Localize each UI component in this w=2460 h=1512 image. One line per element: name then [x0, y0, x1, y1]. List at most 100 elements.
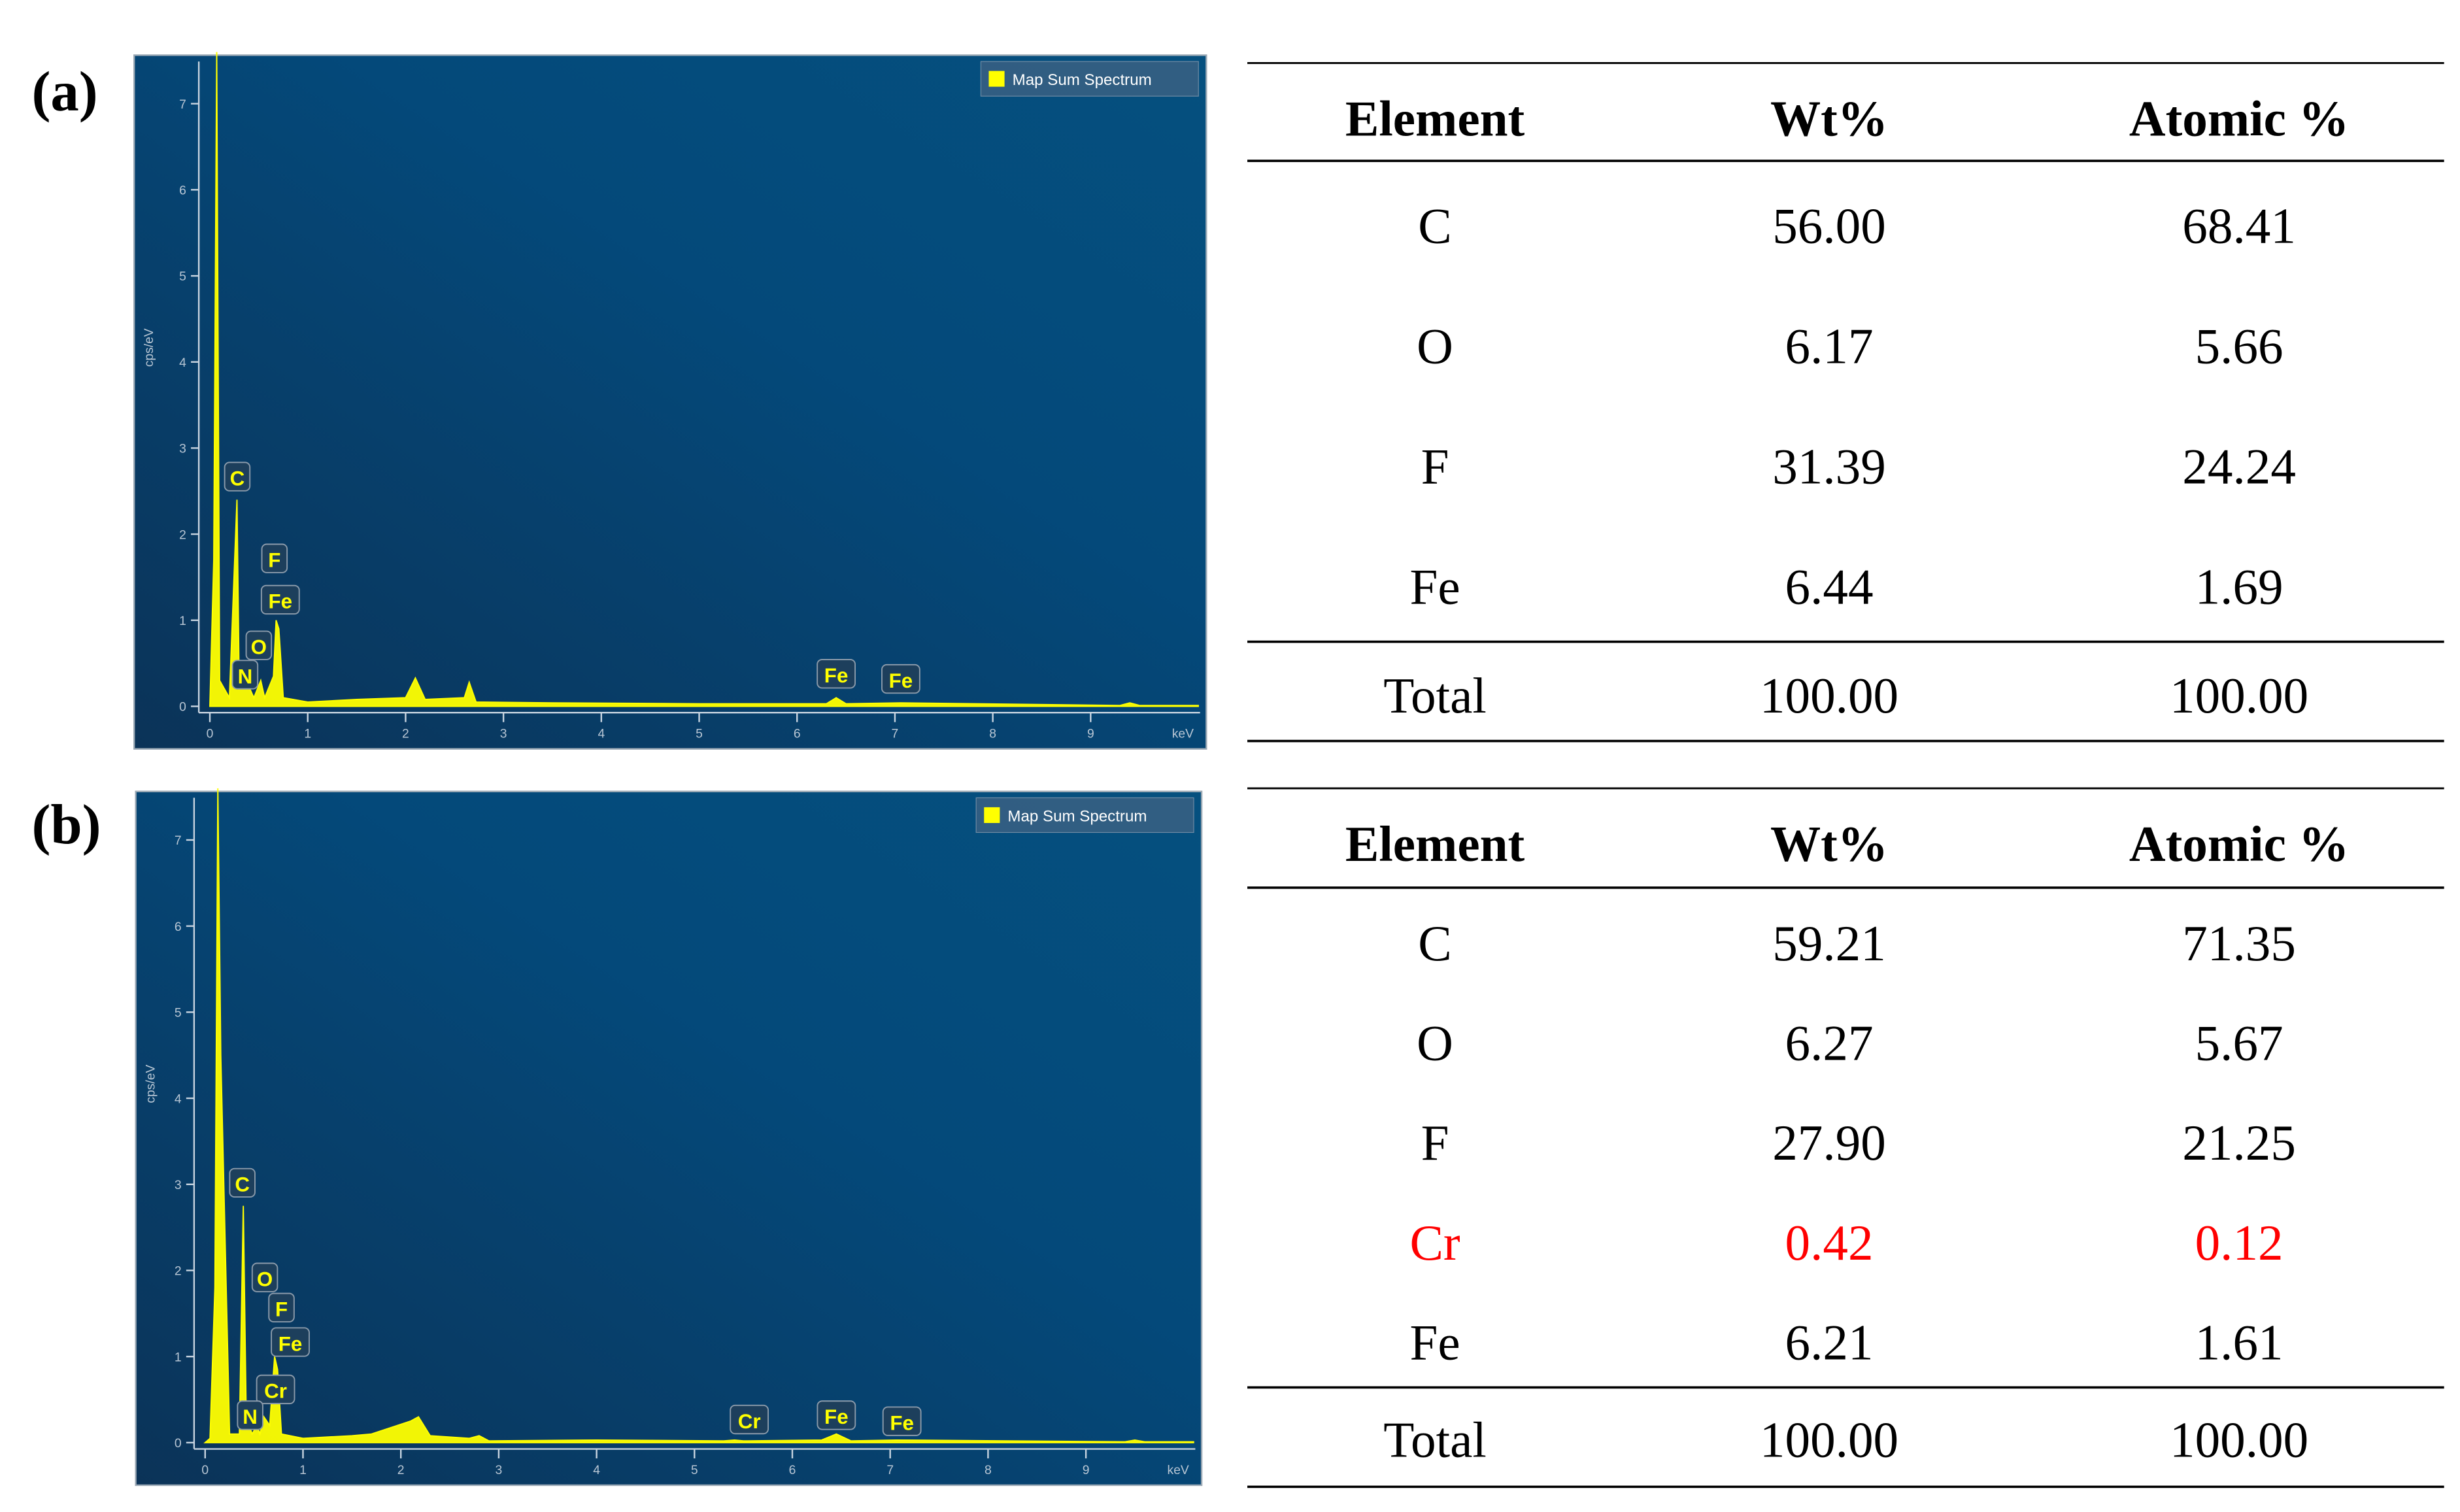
table-cell: O	[1417, 1015, 1453, 1071]
x-tick-label: 5	[691, 1464, 698, 1477]
table-cell: 0.12	[2195, 1215, 2283, 1271]
table-cell: C	[1418, 197, 1451, 254]
table-total: Total	[1383, 667, 1486, 724]
peak-label-box	[237, 1400, 263, 1430]
x-tick-label: 2	[402, 728, 409, 741]
x-tick-label: 4	[593, 1464, 600, 1477]
table-cell: 24.24	[2182, 438, 2296, 494]
peak-label-box	[817, 659, 856, 689]
y-axis-label: cps/eV	[143, 328, 156, 367]
table-cell: 59.21	[1772, 915, 1886, 971]
table-cell: 5.67	[2195, 1015, 2283, 1071]
table-cell: 1.69	[2195, 559, 2283, 615]
y-tick-label: 1	[179, 614, 186, 628]
x-tick-label: 8	[989, 728, 996, 741]
x-tick-label: 6	[794, 728, 801, 741]
y-tick-label: 4	[175, 1092, 182, 1106]
panel-label: (a)	[31, 60, 97, 123]
peak-label-box	[271, 1327, 310, 1357]
y-tick-label: 1	[175, 1351, 182, 1364]
table-header: Atomic %	[2129, 816, 2349, 872]
peak-label: Fe	[890, 1411, 914, 1434]
x-tick-label: 8	[985, 1464, 992, 1477]
y-tick-label: 3	[179, 443, 186, 456]
peak-label: C	[230, 467, 245, 490]
x-tick-label: 7	[892, 728, 899, 741]
peak-label: Fe	[824, 1405, 849, 1428]
spectrum-area	[209, 52, 1199, 707]
table-total: 100.00	[2170, 667, 2308, 724]
x-tick-label: 0	[201, 1464, 209, 1477]
y-tick-label: 5	[175, 1007, 182, 1020]
legend-swatch	[988, 71, 1005, 87]
x-axis-label: keV	[1168, 1464, 1189, 1477]
peak-label-box	[817, 1400, 856, 1430]
table-cell: F	[1421, 438, 1449, 494]
table-cell: 0.42	[1785, 1215, 1873, 1271]
x-tick-label: 2	[397, 1464, 405, 1477]
legend-box	[975, 797, 1194, 833]
legend-swatch	[984, 807, 1000, 824]
table-cell: 6.27	[1785, 1015, 1873, 1071]
peak-label: C	[235, 1173, 250, 1196]
y-tick-label: 0	[179, 701, 186, 714]
peak-label-box	[256, 1374, 295, 1405]
table-cell: 21.25	[2182, 1115, 2296, 1171]
y-tick-label: 7	[175, 834, 182, 848]
table-header: Wt%	[1770, 816, 1888, 872]
table-cell: F	[1421, 1115, 1449, 1171]
peak-label-box	[730, 1404, 769, 1435]
x-tick-label: 4	[598, 728, 605, 741]
table-cell: 6.21	[1785, 1315, 1873, 1371]
peak-label: F	[268, 548, 280, 571]
table-cell: Fe	[1409, 1315, 1460, 1371]
peak-label: O	[251, 636, 267, 659]
peak-label-box	[882, 1406, 922, 1436]
table-cell: 5.66	[2195, 318, 2283, 374]
peak-label: Fe	[824, 664, 849, 687]
y-tick-label: 6	[179, 184, 186, 198]
peak-label: O	[257, 1268, 273, 1290]
y-axis-label: cps/eV	[144, 1065, 158, 1103]
y-tick-label: 0	[175, 1437, 182, 1451]
table-cell: 27.90	[1772, 1115, 1886, 1171]
y-tick-label: 4	[179, 356, 186, 370]
chart-background	[135, 790, 1203, 1487]
peak-label-box	[229, 1168, 256, 1198]
x-axis-label: keV	[1172, 728, 1194, 741]
x-tick-label: 9	[1087, 728, 1094, 741]
peak-label: Fe	[269, 590, 293, 613]
peak-label-box	[245, 630, 273, 660]
x-tick-label: 0	[207, 728, 214, 741]
legend-box	[980, 61, 1199, 97]
y-tick-label: 6	[175, 920, 182, 934]
peak-label: Cr	[738, 1410, 761, 1433]
table-total: 100.00	[1760, 667, 1898, 724]
table-total: Total	[1383, 1412, 1486, 1468]
peak-label: Fe	[278, 1332, 303, 1355]
peak-label-box	[268, 1292, 295, 1322]
peak-label: Cr	[264, 1380, 287, 1403]
panel-label: (b)	[31, 793, 101, 856]
peak-label-box	[881, 664, 920, 694]
legend-label: Map Sum Spectrum	[1007, 808, 1147, 826]
x-tick-label: 1	[299, 1464, 307, 1477]
table-cell: 31.39	[1772, 438, 1886, 494]
peak-label: N	[238, 665, 253, 688]
x-tick-label: 6	[789, 1464, 796, 1477]
table-cell: Cr	[1409, 1215, 1460, 1271]
y-tick-label: 2	[179, 528, 186, 542]
table-total: 100.00	[1760, 1412, 1898, 1468]
table-cell: C	[1418, 915, 1451, 971]
x-tick-label: 9	[1083, 1464, 1090, 1477]
legend-label: Map Sum Spectrum	[1013, 71, 1152, 89]
table-cell: 71.35	[2182, 915, 2296, 971]
table-cell: 1.61	[2195, 1315, 2283, 1371]
x-tick-label: 7	[886, 1464, 894, 1477]
x-tick-label: 5	[696, 728, 703, 741]
table-cell: 6.44	[1785, 559, 1873, 615]
peak-label-box	[251, 1262, 278, 1292]
peak-label: F	[275, 1298, 288, 1321]
